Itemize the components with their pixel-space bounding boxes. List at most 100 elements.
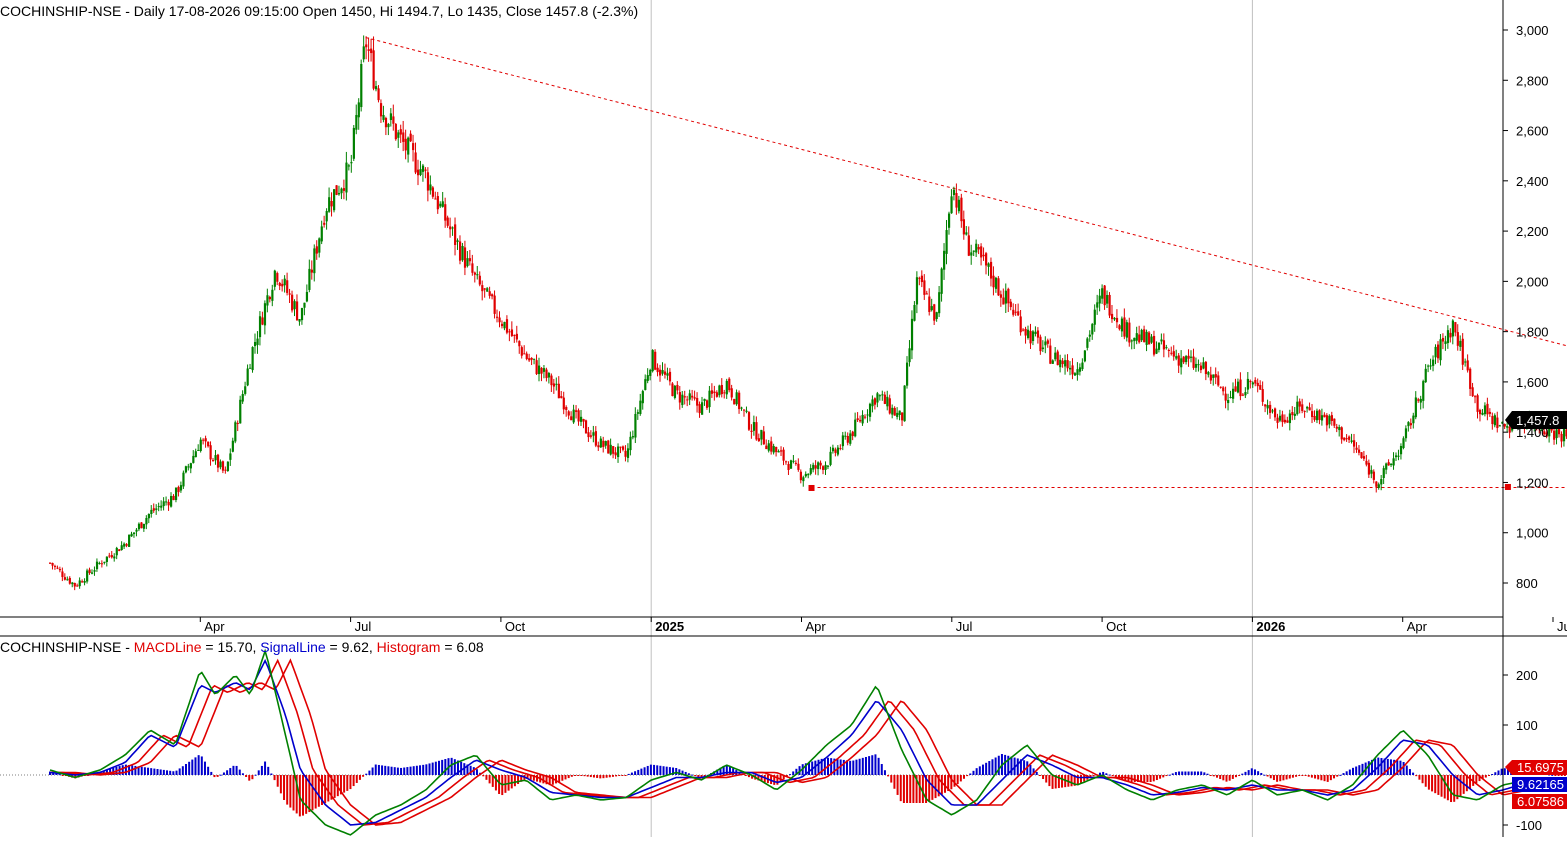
candle-body <box>1273 408 1277 418</box>
candle-body <box>725 380 728 395</box>
histogram-bar <box>260 765 263 775</box>
candle <box>787 461 790 476</box>
histogram-bar <box>254 774 257 776</box>
candle <box>765 439 768 450</box>
candle <box>491 293 494 300</box>
histogram-bar <box>871 755 874 775</box>
candle <box>515 325 518 343</box>
candle <box>681 391 684 408</box>
candle-body <box>1269 404 1272 413</box>
candle-body <box>1501 422 1504 424</box>
candle <box>88 567 91 575</box>
candle-body <box>1199 365 1203 371</box>
candle <box>1167 348 1170 358</box>
histogram-bar <box>1355 766 1358 775</box>
candle <box>167 499 170 511</box>
candle-body <box>1125 322 1128 338</box>
x-tick-label: Jul <box>355 619 372 634</box>
candle-body <box>957 199 961 212</box>
histogram-bar <box>918 775 921 803</box>
candle-body <box>780 450 783 452</box>
histogram-bar <box>637 769 640 775</box>
candle-body <box>1427 365 1430 367</box>
histogram-bar <box>55 773 58 775</box>
candle <box>928 288 931 316</box>
histogram-bar <box>1197 771 1200 775</box>
histogram-bar <box>175 770 178 775</box>
candle <box>967 226 970 257</box>
histogram-bar <box>621 775 624 776</box>
candle <box>328 187 331 213</box>
candle <box>802 475 805 487</box>
candle-body <box>125 544 128 546</box>
candle <box>1115 309 1119 329</box>
candle-body <box>1093 309 1096 325</box>
candle <box>325 208 328 230</box>
histogram-bar <box>1038 775 1041 776</box>
histogram-bar <box>267 766 270 775</box>
candle-body <box>525 353 528 360</box>
candle-body <box>1278 415 1282 421</box>
candle-body <box>913 304 916 321</box>
candle-body <box>224 469 227 471</box>
histogram-bar <box>352 775 355 787</box>
candle <box>881 390 884 401</box>
candle <box>394 123 397 141</box>
histogram-bar <box>678 769 681 775</box>
candle-body <box>1192 356 1195 368</box>
candle-body <box>1308 407 1311 411</box>
candle-body <box>614 452 617 456</box>
histogram-bar <box>950 775 953 790</box>
candle-body <box>1054 352 1057 360</box>
candle <box>1068 361 1072 376</box>
x-tick-label: 2025 <box>655 619 684 634</box>
histogram-bar <box>374 764 377 775</box>
histogram-bar <box>1225 775 1228 782</box>
macd-red-line-a <box>50 658 1567 826</box>
candle <box>412 134 415 162</box>
histogram-bar <box>219 774 222 776</box>
candle <box>565 405 568 417</box>
histogram-bar <box>820 758 823 775</box>
candle <box>397 129 400 148</box>
candle <box>930 298 933 312</box>
candle-body <box>602 440 605 448</box>
candle-body <box>226 461 230 471</box>
candle <box>812 462 815 473</box>
candle <box>997 276 1000 296</box>
candle-body <box>421 165 425 172</box>
candle-body <box>1140 329 1143 341</box>
histogram-bar <box>194 757 197 775</box>
candle-body <box>271 289 274 301</box>
histogram-bar <box>921 775 924 803</box>
histogram-bar <box>1032 768 1035 775</box>
candle <box>864 414 867 420</box>
candle-body <box>1548 426 1551 437</box>
hist-tag-text: 6.07586 <box>1517 794 1564 809</box>
histogram-bar <box>555 775 558 784</box>
histogram-bar <box>1162 775 1165 778</box>
candle-body <box>1197 364 1200 366</box>
candle-body <box>1503 423 1506 427</box>
candle <box>83 578 86 586</box>
candle-body <box>609 444 612 455</box>
histogram-bar <box>830 758 833 775</box>
histogram-bar <box>324 775 327 804</box>
histogram-bar <box>1253 769 1256 775</box>
candle-body <box>387 123 390 128</box>
candle-body <box>1014 311 1017 313</box>
histogram-bar <box>1108 774 1111 776</box>
candle-body <box>952 189 956 196</box>
candle-body <box>486 288 489 292</box>
candle <box>940 267 943 302</box>
y-tick-label: 2,400 <box>1516 174 1549 189</box>
histogram-bar <box>1361 763 1364 775</box>
candle-body <box>1372 471 1375 480</box>
trend-marker-0 <box>808 484 815 491</box>
histogram-bar <box>1288 775 1291 779</box>
candle-body <box>471 263 474 273</box>
candle <box>71 581 74 588</box>
candle-body <box>135 529 138 532</box>
